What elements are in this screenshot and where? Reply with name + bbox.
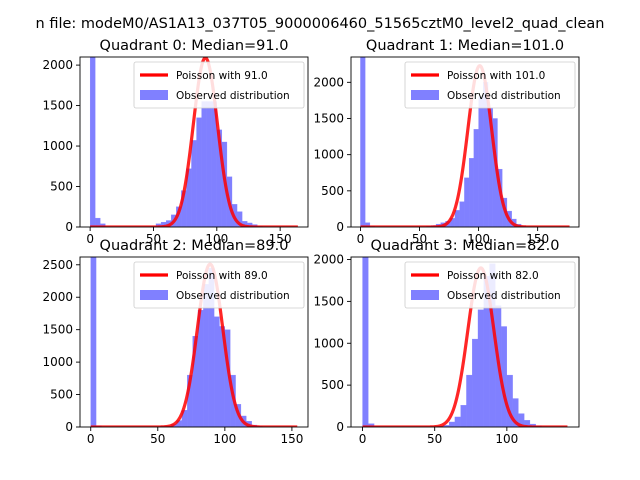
axes-frame [350, 56, 580, 228]
y-tick-label: 0 [65, 420, 73, 434]
x-tick-label: 100 [205, 232, 228, 246]
y-tick-label: 1500 [313, 294, 344, 308]
histogram-bar [459, 201, 465, 227]
axes-frame [79, 56, 309, 228]
legend-observed-swatch [411, 90, 439, 100]
histogram-bar [478, 96, 484, 227]
observed-histogram [362, 257, 554, 427]
histogram-bar [360, 57, 366, 227]
y-tick-label: 0 [65, 220, 73, 234]
x-tick-label: 100 [467, 232, 490, 246]
histogram-bar [468, 158, 475, 227]
histogram-bar [473, 129, 479, 227]
x-tick-label: 0 [87, 432, 95, 446]
histogram-bar [95, 217, 101, 227]
histogram-bar [454, 210, 460, 227]
legend-observed-label: Observed distribution [447, 290, 561, 302]
histogram-bar [454, 416, 461, 427]
y-tick-label: 1500 [313, 111, 344, 125]
histogram-bar [466, 374, 473, 427]
histogram-bar [512, 398, 519, 427]
legend-poisson-label: Poisson with 101.0 [447, 70, 545, 82]
panel-title: Quadrant 2: Median=89.0 [100, 238, 289, 254]
axes-frame [350, 256, 580, 428]
histogram-bar [90, 257, 97, 427]
histogram-bar [365, 222, 371, 227]
y-tick-label: 500 [50, 180, 73, 194]
legend-poisson-label: Poisson with 89.0 [176, 270, 268, 282]
x-tick-label: 0 [86, 232, 94, 246]
y-tick-label: 2500 [42, 258, 73, 272]
poisson-curve [359, 64, 571, 227]
histogram-bar [448, 421, 456, 427]
histogram-bar [524, 420, 531, 427]
y-tick-label: 2000 [313, 253, 344, 267]
y-tick-label: 500 [50, 388, 73, 402]
histogram-bar [191, 140, 197, 227]
x-tick-label: 50 [412, 232, 427, 246]
axes-frame [79, 256, 309, 428]
panel-title: Quadrant 0: Median=91.0 [100, 38, 289, 54]
y-tick-label: 1000 [42, 139, 73, 153]
y-tick-label: 1500 [42, 99, 73, 113]
legend-observed-swatch [140, 290, 168, 300]
legend-poisson-label: Poisson with 82.0 [447, 270, 539, 282]
x-tick-label: 50 [427, 432, 442, 446]
legend-observed-label: Observed distribution [447, 90, 561, 102]
histogram-bar [89, 57, 96, 227]
histogram-bar [464, 177, 470, 227]
y-tick-label: 1500 [42, 323, 73, 337]
x-tick-label: 100 [213, 432, 236, 446]
x-tick-label: 0 [359, 432, 367, 446]
y-tick-label: 500 [321, 378, 344, 392]
histogram-bar [362, 257, 369, 427]
x-tick-label: 50 [150, 432, 165, 446]
panel-title: Quadrant 3: Median=82.0 [371, 238, 560, 254]
legend-observed-label: Observed distribution [176, 290, 290, 302]
x-tick-label: 150 [526, 232, 549, 246]
y-tick-label: 2000 [42, 290, 73, 304]
histogram-bar [201, 101, 207, 227]
y-tick-label: 2000 [42, 58, 73, 72]
legend-box [404, 261, 576, 309]
legend-box [133, 61, 305, 109]
x-tick-label: 100 [495, 432, 518, 446]
histogram-bar [206, 101, 212, 227]
legend-observed-label: Observed distribution [176, 90, 290, 102]
legend-observed-swatch [140, 90, 168, 100]
legend-box [404, 61, 576, 109]
panel-title: Quadrant 1: Median=101.0 [366, 38, 564, 54]
y-tick-label: 0 [336, 420, 344, 434]
x-tick-label: 50 [146, 232, 161, 246]
x-tick-label: 150 [269, 232, 292, 246]
y-tick-label: 500 [321, 184, 344, 198]
histogram-bar [472, 338, 479, 427]
y-tick-label: 1000 [313, 148, 344, 162]
histogram-bar [213, 316, 220, 427]
legend-box [133, 261, 305, 309]
x-tick-label: 150 [280, 432, 303, 446]
histogram-bar [196, 117, 202, 227]
y-tick-label: 2000 [313, 75, 344, 89]
histogram-bar [477, 309, 484, 427]
y-tick-label: 1000 [313, 336, 344, 350]
x-tick-label: 0 [357, 232, 365, 246]
legend-observed-swatch [411, 290, 439, 300]
y-tick-label: 0 [336, 220, 344, 234]
legend-poisson-label: Poisson with 91.0 [176, 70, 268, 82]
figure-title: n file: modeM0/AS1A13_037T05_9000006460_… [36, 16, 605, 32]
y-tick-label: 1000 [42, 355, 73, 369]
poisson-curve [89, 57, 299, 227]
histogram-bar [460, 405, 467, 427]
